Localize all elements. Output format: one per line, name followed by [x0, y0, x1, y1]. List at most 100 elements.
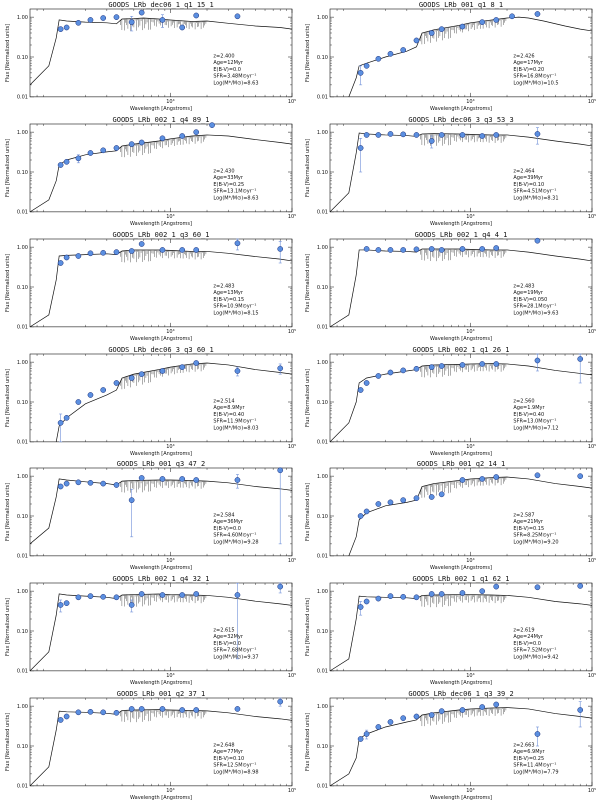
fit-annotation: Log(M*/M⊙)=7.79: [513, 770, 558, 776]
photometry-point: [100, 386, 107, 393]
photometry-point: [493, 584, 500, 590]
photometry-point: [428, 245, 435, 252]
photometry-point: [75, 19, 82, 26]
y-tick-label: 1.00: [317, 130, 328, 136]
photometry-point: [479, 132, 486, 139]
photometry-point: [87, 391, 94, 398]
photometry-point: [534, 237, 541, 244]
x-tick-label: 10⁴: [466, 99, 474, 105]
photometry-point: [493, 474, 500, 481]
sed-model-line: [330, 707, 592, 786]
sed-chart-svg: GOODS_LRb_dec06_1_q3_39_2 0.01 0.10 1.00 10⁴…: [305, 690, 596, 801]
photometry-point: [413, 495, 420, 502]
photometry-point: [87, 17, 94, 23]
photometry-point: [75, 252, 82, 259]
y-tick-label: 0.01: [317, 324, 328, 330]
photometry-point: [193, 246, 200, 253]
y-tick-label: 0.10: [17, 399, 28, 405]
photometry-point: [57, 419, 64, 426]
photometry-point: [159, 17, 166, 23]
photometry-point: [138, 9, 145, 16]
y-axis-label: Flux [Normalized units]: [5, 713, 11, 771]
fit-annotation: z=2.560: [513, 398, 534, 404]
photometry-point: [428, 137, 435, 144]
photometry-point: [387, 246, 394, 253]
fit-annotation: z=2.587: [513, 513, 534, 519]
photometry-point: [363, 731, 370, 737]
sed-chart-svg: GOODS_LRb_002_1_q4_32_1 0.01 0.10 1.00 10⁴ 10…: [5, 575, 296, 686]
photometry-point: [459, 23, 466, 30]
photometry-point: [400, 497, 407, 504]
photometry-point: [179, 24, 186, 31]
sed-panel: GOODS_LRb_002_1_q4_32_1 0.01 0.10 1.00 10⁴ 10…: [0, 574, 300, 689]
x-tick-label: 10⁵: [288, 558, 296, 564]
fit-annotation: E(B-V)=0.15: [213, 297, 244, 303]
fit-annotation: E(B-V)=0.0: [213, 526, 241, 532]
photometry-point: [100, 481, 107, 487]
y-tick-label: 0.01: [17, 784, 28, 790]
fit-annotation: E(B-V)=0.40: [513, 411, 544, 417]
plot-area: [348, 477, 592, 557]
photometry-point: [459, 477, 466, 484]
fit-annotation: SFR=12.5M⊙yr⁻¹: [213, 763, 256, 769]
photometry-point: [413, 37, 420, 44]
photometry-point: [128, 141, 135, 147]
x-tick-label: 10⁴: [166, 788, 174, 794]
photometry-point: [400, 131, 407, 138]
photometry-point: [57, 602, 64, 609]
fit-annotation: z=2.430: [213, 168, 234, 174]
photometry-point: [179, 476, 186, 483]
photometry-point: [357, 70, 364, 76]
photometry-point: [277, 584, 284, 590]
photometry-point: [63, 414, 70, 421]
photometry-point: [438, 708, 445, 715]
sed-chart-svg: GOODS_LRb_dec06_3_q3_53_3 0.01 0.10 1.00 10⁴…: [305, 116, 596, 227]
photometry-point: [128, 602, 135, 609]
y-tick-label: 1.00: [17, 704, 28, 710]
photometry-point: [100, 709, 107, 716]
photometry-point: [400, 594, 407, 600]
sed-model-line: [330, 132, 592, 212]
x-axis-label: Wavelength [Angstroms]: [430, 795, 492, 801]
y-tick-label: 0.10: [317, 744, 328, 750]
plot-frame: [29, 697, 293, 787]
sed-panel: GOODS_LRb_001_q3_47_2 0.01 0.10 1.00 10⁴ 10⁵ W…: [0, 459, 300, 574]
fit-annotation: SFR=8.25M⊙yr⁻¹: [513, 533, 556, 539]
photometry-point: [357, 386, 364, 393]
y-tick-label: 0.10: [317, 55, 328, 61]
y-axis-label: Flux [Normalized units]: [5, 483, 11, 541]
sed-panel: GOODS_LRb_dec06_3_q3_60_1 0.01 0.10 1.00 10⁴…: [0, 345, 300, 460]
photometry-point: [363, 62, 370, 69]
fit-annotation: Age=36Myr: [213, 520, 243, 526]
fit-annotation: z=2.648: [213, 742, 234, 748]
photometry-point: [493, 131, 500, 138]
x-axis-label: Wavelength [Angstroms]: [130, 106, 192, 112]
photometry-point: [100, 594, 107, 600]
x-tick-label: 10⁵: [288, 443, 296, 449]
panel-title: GOODS_LRb_dec06_3_q3_60_1: [108, 346, 213, 354]
photometry-point: [63, 600, 70, 607]
x-axis-label: Wavelength [Angstroms]: [130, 680, 192, 686]
x-tick-label: 10⁴: [166, 673, 174, 679]
y-tick-label: 1.00: [317, 359, 328, 365]
plot-frame: [329, 238, 593, 327]
x-axis-label: Wavelength [Angstroms]: [430, 336, 492, 342]
fit-annotation: SFR=4.60M⊙yr⁻¹: [213, 533, 256, 539]
photometry-point: [277, 365, 284, 371]
photometry-point: [387, 499, 394, 506]
photometry-point: [534, 731, 541, 737]
x-tick-label: 10⁴: [166, 443, 174, 449]
photometry-point: [534, 584, 541, 591]
y-tick-label: 1.00: [317, 589, 328, 595]
x-tick-label: 10⁵: [288, 788, 296, 794]
photometry-point: [63, 481, 70, 487]
photometry-point: [375, 55, 382, 62]
photometry-point: [138, 706, 145, 712]
fit-annotation: SFR=7.68M⊙yr⁻¹: [213, 648, 256, 654]
fit-annotation: SFR=11.9M⊙yr⁻¹: [213, 418, 256, 424]
y-tick-label: 0.01: [17, 669, 28, 675]
sed-chart-svg: GOODS_LRb_dec06_3_q3_60_1 0.01 0.10 1.00 10⁴…: [5, 346, 296, 457]
photometry-point: [234, 367, 241, 374]
plot-frame: [329, 468, 593, 557]
plot-frame: [329, 697, 593, 787]
